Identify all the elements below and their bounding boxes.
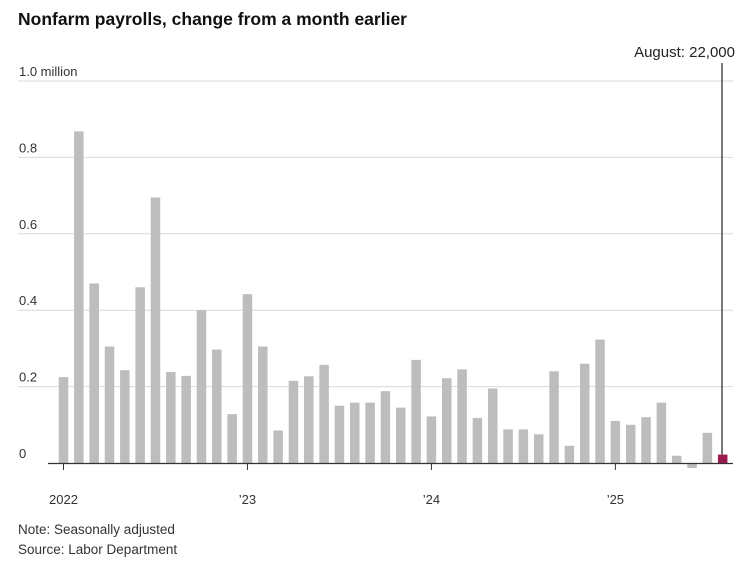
bar [472,417,483,463]
x-axis: 2022 ’23 ’24 ’25 [48,462,733,507]
bar [518,429,529,463]
bar [242,294,253,463]
bar [104,346,115,463]
bar [150,197,161,463]
bar [319,364,329,463]
y-tick-label: 1.0 million [19,64,78,79]
note-text: Note: Seasonally adjusted [18,522,175,537]
bar [671,455,682,463]
bar [411,359,421,463]
bar [396,407,406,463]
bar [610,420,621,463]
y-tick-label: 0 [19,446,26,461]
bar [227,414,237,463]
chart-title: Nonfarm payrolls, change from a month ea… [18,9,407,29]
bar [702,432,713,463]
bar [350,402,360,463]
x-tick-label: ’25 [607,492,624,507]
bar [304,376,314,463]
bar [442,378,452,463]
y-axis-labels: 0 0.2 0.4 0.6 0.8 1.0 million [19,64,78,461]
bars [58,131,728,468]
y-tick-label: 0.4 [19,293,37,308]
x-tick-label: ’24 [423,492,440,507]
bar [503,429,513,463]
gridlines [18,80,733,388]
bar [579,363,590,463]
bar [58,377,69,463]
bar [196,310,207,463]
y-tick-label: 0.6 [19,217,37,232]
bar [334,405,345,463]
y-tick-label: 0.8 [19,140,37,155]
bar [380,391,391,463]
bar [166,372,176,463]
bar [89,283,99,463]
annotation-label: August: 22,000 [634,44,735,61]
bar [212,349,222,463]
bar [120,370,130,463]
annotation: August: 22,000 [634,44,735,455]
bar-highlight [717,454,728,463]
bar [641,417,651,463]
bar [258,346,268,463]
bar [564,445,575,463]
bar [181,375,191,463]
bar [687,463,697,468]
bar [595,339,605,463]
x-tick-label: 2022 [49,492,78,507]
bar [625,424,636,463]
bar [487,388,498,463]
bar [135,287,145,463]
bar [549,371,559,463]
source-text: Source: Labor Department [18,542,178,557]
bar [656,402,667,463]
bar [74,131,84,464]
bar [426,416,437,463]
bar [273,430,283,463]
bar-chart: 0 0.2 0.4 0.6 0.8 1.0 million 2022 ’23 ’24 ’25 A… [18,44,735,507]
bar [288,380,299,463]
bar [457,369,467,463]
bar [533,434,544,463]
bar [365,402,375,463]
x-tick-label: ’23 [239,492,256,507]
y-tick-label: 0.2 [19,370,37,385]
